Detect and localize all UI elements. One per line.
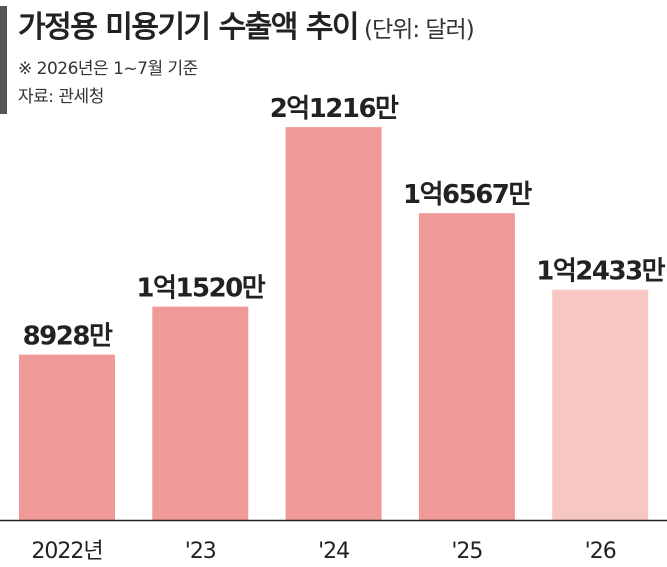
source-label: 자료: 관세청 bbox=[18, 87, 104, 107]
title-line: 가정용 미용기기 수출액 추이 (단위: 달러) bbox=[18, 2, 475, 46]
bar-4 bbox=[552, 289, 649, 520]
data-label-0: 8928만 bbox=[23, 322, 113, 352]
chart-title: 가정용 미용기기 수출액 추이 bbox=[18, 10, 360, 45]
x-tick-label-4: '26 bbox=[585, 539, 616, 564]
x-tick-label-0: 2022년 bbox=[31, 539, 102, 564]
data-label-1: 1억1520만 bbox=[136, 274, 265, 304]
data-label-4: 1억2433만 bbox=[536, 257, 665, 287]
data-label-3: 1억6567만 bbox=[403, 180, 532, 210]
bar-1 bbox=[152, 306, 249, 520]
title-accent-bar bbox=[0, 6, 7, 114]
x-tick-label-1: '23 bbox=[185, 539, 216, 564]
chart-header: 가정용 미용기기 수출액 추이 (단위: 달러) ※ 2026년은 1~7월 기준… bbox=[18, 0, 475, 108]
x-tick-label-2: '24 bbox=[318, 539, 349, 564]
x-tick-label-3: '25 bbox=[451, 539, 482, 564]
bar-0 bbox=[19, 354, 115, 520]
bar-3 bbox=[418, 213, 515, 521]
bar-2 bbox=[285, 127, 382, 520]
data-label-2: 2억1216만 bbox=[270, 94, 399, 124]
footnote: ※ 2026년은 1~7월 기준 bbox=[18, 59, 198, 79]
unit-label: (단위: 달러) bbox=[364, 17, 475, 43]
